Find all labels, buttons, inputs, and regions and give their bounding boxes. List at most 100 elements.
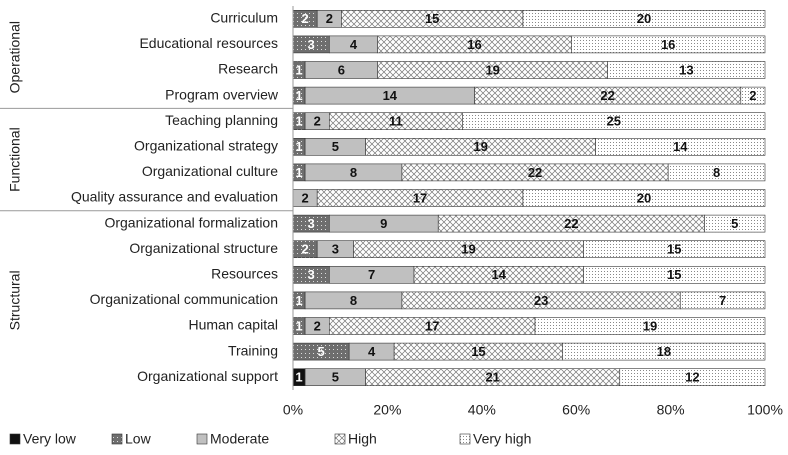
bar-segment [571,35,766,54]
category-label: Organizational formalization [104,214,278,230]
value-label: 2 [301,190,308,205]
bar-segment [534,317,766,335]
value-label: 22 [528,165,542,180]
value-label: 6 [338,62,345,77]
legend-label: Low [125,431,152,447]
legend-swatch [459,433,471,445]
bar-segment [740,86,766,105]
value-label: 1 [295,318,302,333]
value-label: 2 [301,11,308,26]
value-label: 3 [308,216,315,231]
value-label: 13 [679,62,693,77]
value-label: 1 [295,165,302,180]
value-label: 19 [473,139,487,154]
x-tick-label: 0% [283,402,303,418]
group-label: Structural [7,270,23,330]
value-label: 17 [413,190,427,205]
bar-segment [462,112,766,130]
value-label: 16 [467,37,481,52]
value-label: 14 [492,267,507,282]
category-label: Organizational strategy [134,138,278,154]
value-label: 19 [461,242,475,257]
value-label: 4 [350,37,358,52]
bar-segment [607,61,766,79]
x-tick-label: 100% [747,402,783,418]
value-label: 5 [317,344,324,359]
value-label: 5 [332,139,339,154]
value-label: 14 [673,139,688,154]
legend-label: Very low [23,431,77,447]
category-label: Teaching planning [165,112,278,128]
value-label: 11 [389,114,403,129]
bar-segment [595,138,766,156]
value-label: 1 [295,114,302,129]
value-label: 20 [637,11,651,26]
value-label: 2 [314,114,321,129]
value-label: 1 [295,62,302,77]
value-label: 1 [295,88,302,103]
value-label: 5 [731,216,738,231]
value-label: 14 [383,88,398,103]
value-label: 1 [295,293,302,308]
value-label: 19 [485,62,499,77]
legend-swatch [111,433,123,445]
legend-label: High [348,431,377,447]
bar-segment [522,189,766,207]
value-label: 8 [713,165,720,180]
legend-label: Moderate [210,431,269,447]
bar-segment [679,291,766,310]
category-label: Educational resources [139,35,278,51]
bar-segment [667,163,766,182]
legend-label: Very high [473,431,531,447]
category-label: Organizational communication [90,291,278,307]
legend-swatch [334,433,346,445]
value-label: 15 [471,344,485,359]
category-label: Organizational culture [142,163,278,179]
group-label: Functional [7,127,23,192]
category-label: Resources [211,266,278,282]
value-label: 3 [308,37,315,52]
bar-segment [583,265,766,284]
bar-segment [704,214,766,233]
value-label: 22 [564,216,578,231]
value-label: 3 [332,242,339,257]
value-label: 23 [534,293,548,308]
value-label: 17 [425,318,439,333]
category-label: Organizational support [137,368,278,384]
value-label: 5 [332,370,339,385]
x-tick-label: 40% [468,402,496,418]
value-label: 2 [326,11,333,26]
category-label: Curriculum [210,10,278,26]
value-label: 8 [350,165,357,180]
value-label: 1 [295,139,302,154]
category-label: Quality assurance and evaluation [71,189,278,205]
legend-swatch [196,433,208,445]
x-tick-label: 20% [373,402,401,418]
value-label: 12 [685,370,699,385]
x-tick-label: 60% [562,402,590,418]
value-label: 8 [350,293,357,308]
value-label: 2 [301,242,308,257]
value-label: 20 [637,190,651,205]
value-label: 18 [657,344,671,359]
value-label: 25 [606,114,620,129]
bar-segment [619,368,766,387]
value-label: 2 [749,88,756,103]
value-label: 15 [425,11,439,26]
value-label: 7 [368,267,375,282]
value-label: 19 [643,318,657,333]
legend-swatch [9,433,21,445]
value-label: 1 [295,370,302,385]
value-label: 15 [667,267,681,282]
category-label: Program overview [165,86,279,102]
value-label: 16 [661,37,675,52]
bar-segment [522,10,766,28]
category-label: Organizational structure [129,240,278,256]
value-label: 15 [667,242,681,257]
value-label: 21 [485,370,499,385]
bar-segment [583,240,766,258]
value-label: 22 [600,88,614,103]
value-label: 7 [719,293,726,308]
group-label: Operational [7,21,23,93]
category-label: Human capital [189,317,279,333]
